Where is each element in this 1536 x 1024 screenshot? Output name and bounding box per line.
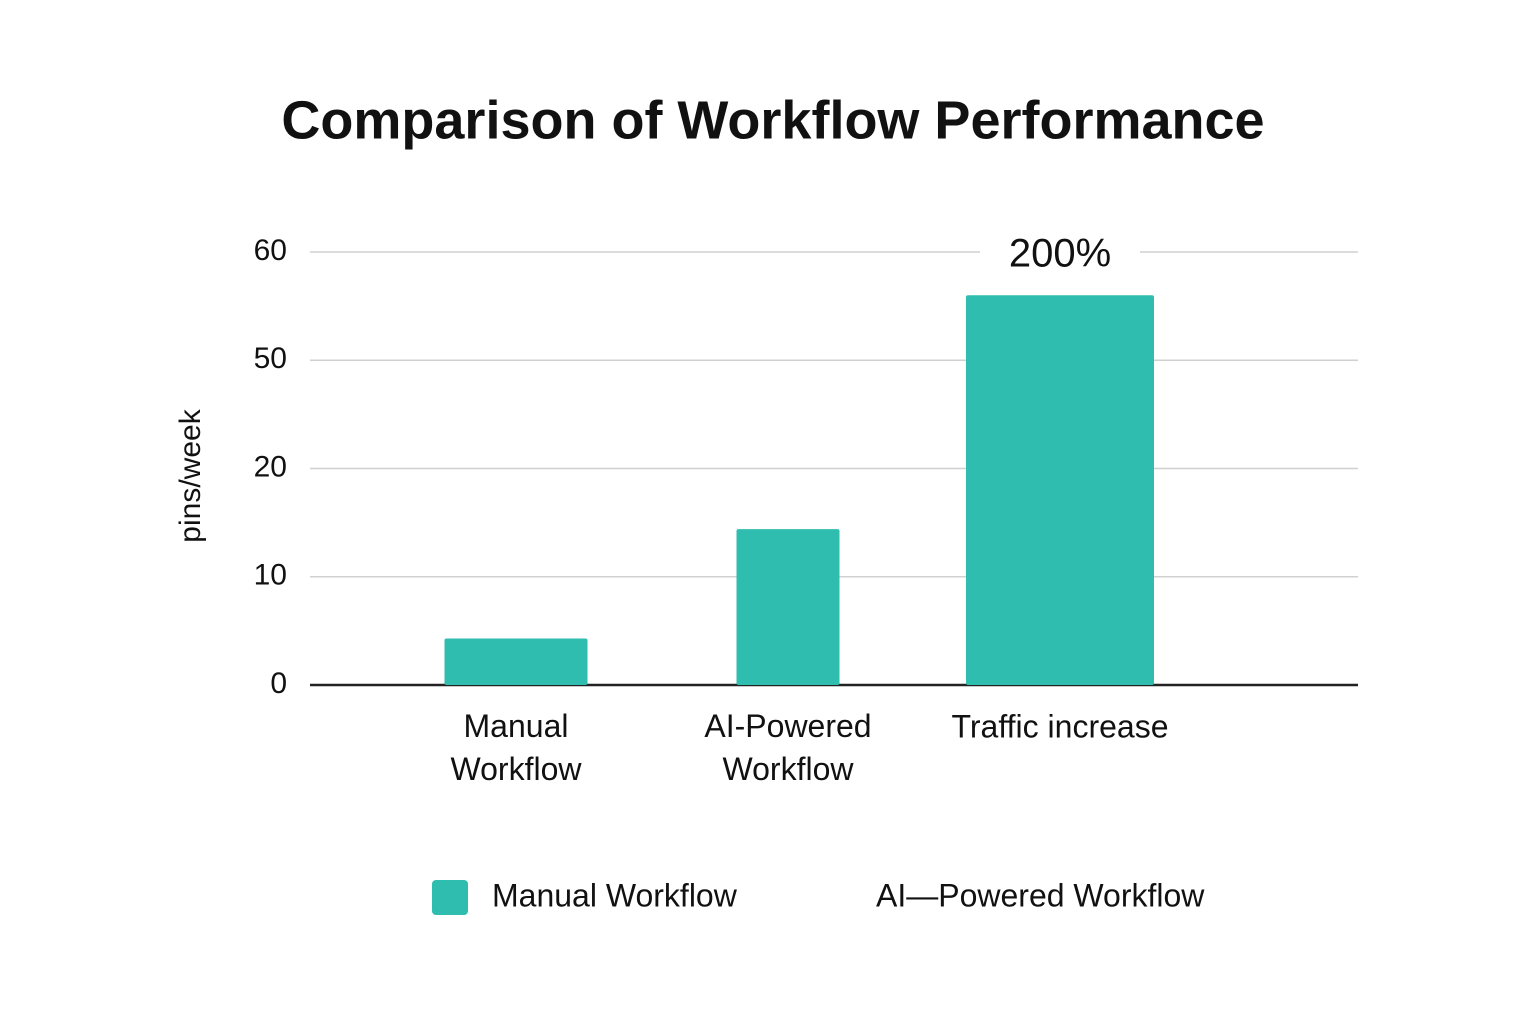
annotation-background — [980, 227, 1140, 277]
bar — [736, 529, 840, 685]
chart-title: Comparison of Workflow Performance — [281, 90, 1264, 150]
bar — [966, 295, 1154, 685]
legend-label: Manual Workflow — [492, 877, 738, 913]
legend-label: AI—Powered Workflow — [876, 877, 1205, 913]
bar — [444, 638, 588, 685]
annotation: 200% — [1009, 232, 1111, 276]
y-tick-label: 10 — [254, 559, 287, 592]
x-tick-label: Traffic increase — [952, 708, 1169, 744]
y-tick-label: 0 — [270, 667, 287, 700]
y-axis-title: pins/week — [174, 408, 207, 542]
legend-swatch — [432, 880, 468, 915]
x-tick-label: AI-Powered Workflow — [704, 708, 871, 787]
x-tick-label: Manual Workflow — [451, 708, 583, 787]
y-tick-label: 50 — [254, 342, 287, 375]
y-tick-label: 60 — [254, 234, 287, 267]
y-tick-label: 20 — [254, 450, 287, 483]
